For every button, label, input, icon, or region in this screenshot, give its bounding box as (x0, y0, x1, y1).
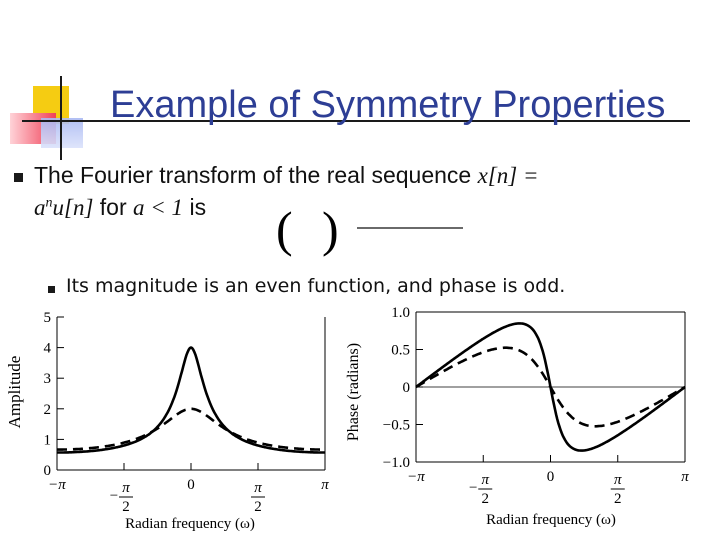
phase-xtick-denominator: 2 (481, 491, 489, 507)
bullet-text-line2: anu[n] for a < 1 is (34, 194, 206, 221)
amplitude-xtick-numerator: π (254, 480, 262, 496)
amplitude-xtick-numerator: π (122, 480, 130, 496)
sub-bullet-text: Its magnitude is an even function, and p… (66, 275, 566, 297)
amplitude-series-solid-line (57, 346, 325, 454)
phase-xtick-denominator: 2 (614, 491, 622, 507)
text-is: is (183, 194, 207, 220)
amplitude-ytick-label: 0 (44, 463, 52, 479)
decor-blue-block (41, 118, 83, 148)
phase-xtick-numerator: π (614, 472, 622, 488)
amplitude-plot: Amplitude Radian frequency (ω) 012345−π−… (5, 310, 329, 532)
amplitude-ytick-label: 5 (44, 310, 52, 326)
phase-xtick-numerator: π (481, 472, 489, 488)
amplitude-ytick-label: 1 (44, 432, 52, 448)
formula-rparen: ) (322, 201, 339, 257)
phase-xtick-label: π (681, 469, 689, 485)
phase-ytick-label: 0 (403, 380, 411, 396)
amplitude-ytick-label: 4 (44, 341, 52, 357)
amplitude-ytick-label: 3 (44, 371, 52, 387)
phase-ylabel: Phase (radians) (345, 343, 362, 441)
bullet-text-line1: The Fourier transform of the real sequen… (34, 162, 539, 189)
phase-series-dashed-line (415, 346, 686, 428)
amplitude-xtick-sign: − (110, 488, 118, 504)
fourier-formula: ( ) (276, 201, 463, 257)
text-for: for (93, 194, 134, 220)
title-rule (22, 120, 690, 122)
amplitude-xtick-label: −π (48, 477, 66, 493)
math-condition: a < 1 (133, 195, 184, 220)
amplitude-xtick-label: π (321, 477, 329, 493)
phase-xtick-label: 0 (547, 469, 555, 485)
amplitude-ylabel: Amplitude (5, 356, 24, 429)
amplitude-series-dashed-line (57, 407, 325, 451)
amplitude-xtick-denominator: 2 (122, 499, 130, 515)
bullet-marker (14, 173, 23, 182)
phase-xtick-label: −π (407, 469, 425, 485)
bullet-text-part: The Fourier transform of the real sequen… (34, 162, 478, 188)
amplitude-ytick-label: 2 (44, 402, 52, 418)
decor-vertical-line (60, 76, 62, 160)
phase-ytick-label: 0.5 (391, 343, 410, 359)
phase-xlabel: Radian frequency (ω) (486, 512, 616, 528)
math-n-sup: n (45, 195, 53, 211)
phase-ytick-label: −0.5 (383, 418, 410, 434)
phase-ytick-label: −1.0 (383, 455, 410, 471)
amplitude-xlabel: Radian frequency (ω) (125, 516, 255, 532)
phase-plot: Phase (radians) Radian frequency (ω) −1.… (345, 305, 689, 528)
math-un: u[n] (52, 195, 94, 220)
math-xn: x[n] = (477, 163, 539, 188)
slide-title: Example of Symmetry Properties (110, 84, 666, 126)
phase-marks: −1.0−0.500.51.0−π− π20 π2π (383, 305, 689, 507)
math-a: a (34, 195, 46, 220)
phase-xtick-sign: − (469, 480, 477, 496)
phase-ytick-label: 1.0 (391, 305, 410, 321)
amplitude-xtick-denominator: 2 (254, 499, 262, 515)
sub-bullet-marker (48, 286, 55, 293)
amplitude-xtick-label: 0 (187, 477, 195, 493)
formula-lparen: ( (276, 201, 293, 257)
